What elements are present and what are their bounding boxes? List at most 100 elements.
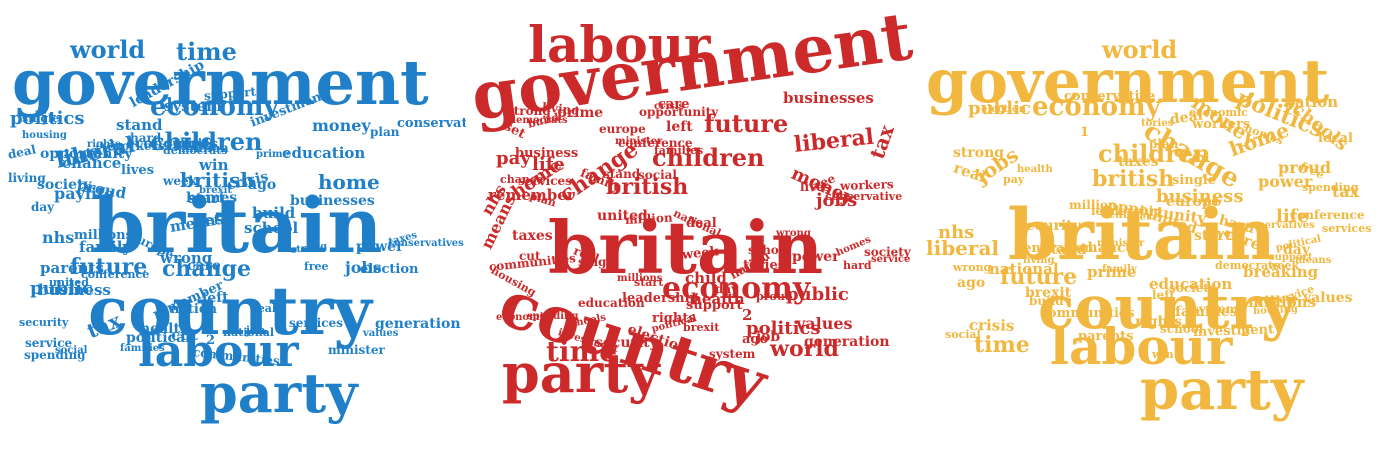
word-red-medium-1: time <box>546 335 618 368</box>
word-blue-small-63: set <box>198 213 220 228</box>
word-yellow-small-55: support <box>1269 252 1313 263</box>
word-red-small-19: service <box>871 254 911 265</box>
word-red-small-62: society <box>864 245 911 259</box>
word-yellow-small-14: conservatives <box>1239 220 1315 231</box>
word-red-small-1: support <box>686 298 743 313</box>
word-yellow-small-71: cut <box>1108 208 1128 221</box>
word-blue-small-61: lives <box>121 163 155 178</box>
word-red-small-2: opportunity <box>639 105 719 119</box>
word-red-small-8: leadership <box>622 291 699 306</box>
word-red-medium-16: jobs <box>816 190 858 211</box>
word-cloud-red: labour government britain country party econo… <box>466 0 932 462</box>
word-red-big-4: party <box>502 341 660 405</box>
word-blue-medium-11: nhs <box>42 228 75 247</box>
word-yellow-small-60: system <box>1192 302 1239 316</box>
word-yellow-small-15: strong <box>953 145 1005 161</box>
word-cloud-yellow: government britain country labour party world… <box>918 0 1384 462</box>
word-blue-small-56: housing <box>22 130 67 141</box>
word-blue-medium-13: paylife <box>54 184 115 203</box>
word-yellow-small-33: win <box>1152 348 1174 361</box>
word-red-small-34: europe <box>599 122 646 136</box>
word-red-small-69: start <box>634 276 664 289</box>
word-blue-small-53: economic <box>126 136 201 152</box>
word-blue-small-12: opportunity <box>40 146 133 162</box>
word-yellow-small-25: job <box>1204 197 1222 208</box>
word-yellow-medium-14: tax <box>1332 182 1360 201</box>
word-blue-small-21: real <box>252 302 277 315</box>
word-cloud-blue: government britain country labour party world… <box>0 0 466 462</box>
word-yellow-small-12: millions <box>1248 293 1317 311</box>
word-yellow-small-22: family <box>1102 264 1137 275</box>
word-red-small-15: job <box>756 329 781 345</box>
word-yellow-big-1: britain <box>1008 193 1276 276</box>
word-yellow-small-53: national <box>989 260 1059 278</box>
word-yellow-small-49: workers <box>1192 117 1251 132</box>
word-blue-small-59: free <box>304 260 329 273</box>
word-red-small-49: spending <box>527 311 579 322</box>
word-yellow-small-42: ago <box>957 275 986 291</box>
word-yellow-small-41: 1 <box>1080 125 1090 140</box>
word-yellow-small-32: lives <box>1209 227 1237 240</box>
word-red-small-65: remember <box>488 186 575 204</box>
word-yellow-small-0: values <box>1303 290 1353 306</box>
word-blue-medium-0: world <box>70 35 146 64</box>
word-blue-medium-14: jobs <box>345 258 382 277</box>
word-blue-small-19: business <box>38 281 111 299</box>
word-blue-small-58: stand <box>116 116 163 134</box>
word-blue-medium-2: economy <box>150 92 279 122</box>
word-yellow-small-44: crisis <box>968 316 1015 335</box>
word-red-medium-12: life <box>532 154 565 175</box>
word-blue-small-39: ago <box>248 177 277 193</box>
word-yellow-small-70: week <box>1268 259 1300 272</box>
word-blue-medium-16: money <box>312 116 371 135</box>
word-yellow-small-11: services <box>1322 222 1372 235</box>
word-red-small-22: stand <box>603 167 641 181</box>
word-blue-small-66: system <box>164 97 222 115</box>
word-blue-small-64: single <box>22 112 60 125</box>
word-red-small-9: rights <box>652 311 696 326</box>
word-yellow-medium-17: nhs <box>938 222 975 243</box>
word-yellow-small-31: left <box>1152 288 1175 302</box>
word-blue-small-10: homes <box>186 190 238 206</box>
word-yellow-small-3: rights <box>1135 314 1183 330</box>
word-blue-small-0: values <box>363 328 399 339</box>
word-yellow-big-0: government <box>926 47 1330 117</box>
word-blue-medium-15: power <box>356 239 404 255</box>
word-red-small-61: tories <box>743 258 786 273</box>
word-yellow-small-7: leadership <box>1091 204 1162 218</box>
word-yellow-small-52: education <box>1149 275 1233 293</box>
word-blue-small-15: hard <box>130 131 162 145</box>
word-yellow-small-59: school <box>1160 322 1204 336</box>
word-yellow-medium-0: world <box>1102 35 1178 64</box>
word-yellow-medium-3: children <box>1098 139 1211 168</box>
word-yellow-small-57: living <box>1023 255 1055 266</box>
word-blue-small-38: 1 <box>164 94 175 112</box>
word-yellow-small-66: wrong <box>953 261 992 274</box>
word-red-small-58: deal <box>686 216 717 231</box>
word-red-small-45: businesses <box>783 89 874 107</box>
word-blue-small-52: minister <box>328 343 385 357</box>
word-yellow-small-21: families <box>1175 304 1238 320</box>
word-blue-small-48: million <box>181 141 229 155</box>
word-yellow-small-43: set <box>1134 212 1151 223</box>
word-blue-small-72: service <box>25 336 73 350</box>
word-blue-small-27: day <box>31 200 55 214</box>
word-red-medium-8: liberal <box>792 123 876 158</box>
word-blue-medium-8: politics <box>10 108 85 129</box>
word-red-small-14: conservative <box>825 190 903 203</box>
word-blue-medium-7: change <box>162 256 252 282</box>
word-blue-small-41: living <box>8 171 46 185</box>
word-red-medium-5: british <box>606 174 689 200</box>
word-blue-small-62: society <box>37 177 92 193</box>
word-red-medium-2: world <box>770 336 839 362</box>
word-red-small-51: left <box>666 119 693 135</box>
word-yellow-big-4: party <box>1140 357 1304 423</box>
word-red-small-33: conference <box>618 136 693 150</box>
word-red-small-37: health <box>691 290 745 308</box>
word-blue-medium-6: future <box>70 254 148 280</box>
word-red-small-53: economic <box>496 312 550 323</box>
word-yellow-small-30: means <box>1295 255 1332 266</box>
word-red-small-54: million <box>624 210 673 227</box>
word-yellow-small-58: security <box>1018 218 1081 234</box>
word-blue-small-22: social <box>55 345 88 356</box>
